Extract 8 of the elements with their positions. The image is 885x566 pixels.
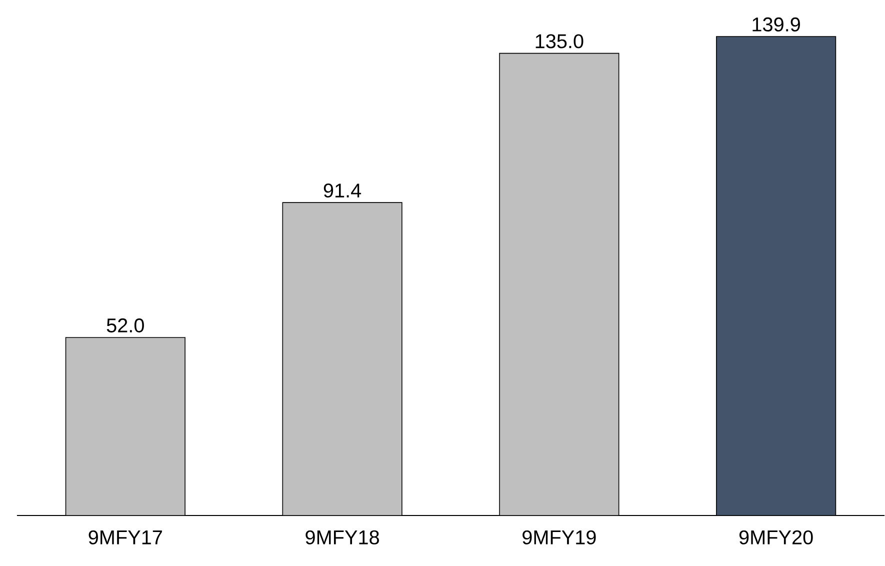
data-label: 52.0 xyxy=(106,318,144,332)
data-label: 139.9 xyxy=(752,17,800,32)
data-label: 91.4 xyxy=(324,183,362,198)
data-label: 135.0 xyxy=(536,34,584,48)
x-tick-label: 9MFY20 xyxy=(739,530,813,544)
x-tick-label: 9MFY18 xyxy=(306,530,379,544)
x-tick-label: 9MFY17 xyxy=(88,530,162,544)
x-tick-label: 9MFY19 xyxy=(522,530,596,544)
